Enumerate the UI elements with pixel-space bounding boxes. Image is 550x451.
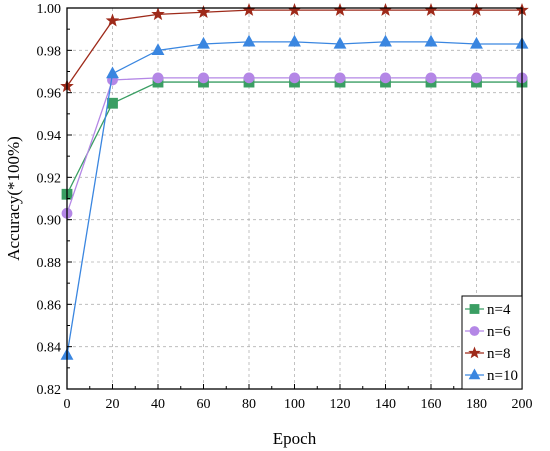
data-point xyxy=(334,72,346,84)
data-point xyxy=(289,72,300,84)
y-tick-label: 0.88 xyxy=(37,256,62,271)
series-layer xyxy=(60,2,529,360)
legend-marker xyxy=(468,368,481,380)
y-axis-label: Accuracy(*100%) xyxy=(4,136,23,261)
y-tick-label: 1.00 xyxy=(37,2,62,17)
data-point xyxy=(151,7,165,21)
data-point xyxy=(469,2,484,16)
data-point xyxy=(242,34,256,47)
y-tick-label: 0.86 xyxy=(37,298,62,313)
data-point xyxy=(152,72,164,84)
legend: n=4 n=6 n=8 n=10 xyxy=(461,295,523,390)
legend-label: n=6 xyxy=(487,324,511,340)
legend-marker xyxy=(469,326,480,336)
y-tick-label: 0.84 xyxy=(37,341,62,356)
data-point xyxy=(380,72,391,84)
data-point xyxy=(107,97,118,109)
x-tick-label: 60 xyxy=(197,397,211,412)
y-tick-label: 0.94 xyxy=(37,129,62,144)
x-axis-label: Epoch xyxy=(273,429,317,448)
y-tick-label: 0.82 xyxy=(37,383,62,398)
legend-marker xyxy=(469,304,480,314)
x-tick-label: 80 xyxy=(242,397,256,412)
data-point xyxy=(379,34,392,47)
grid-lines xyxy=(67,8,522,389)
data-point xyxy=(378,2,393,16)
x-tick-label: 20 xyxy=(106,397,120,412)
legend-item: n=6 xyxy=(465,324,511,340)
y-tick-label: 0.98 xyxy=(37,44,62,59)
x-tick-label: 200 xyxy=(512,397,533,412)
series-n=10 xyxy=(60,34,529,360)
data-point xyxy=(242,2,256,16)
x-tick-label: 0 xyxy=(64,397,71,412)
x-tick-label: 140 xyxy=(375,397,396,412)
data-point xyxy=(425,72,437,84)
x-tick-label: 160 xyxy=(421,397,442,412)
data-point xyxy=(470,36,483,49)
data-point xyxy=(196,5,211,19)
x-tick-label: 100 xyxy=(284,397,305,412)
axis-ticks: 0 20 40 60 80 100 120 140 160 180 200 0.82 0.84 0.86 0… xyxy=(37,2,533,412)
legend-item: n=10 xyxy=(465,368,518,384)
data-point xyxy=(287,2,302,16)
data-point xyxy=(424,2,438,16)
data-point xyxy=(333,36,347,49)
data-point xyxy=(105,13,120,27)
legend-item: n=4 xyxy=(465,302,511,318)
data-point xyxy=(198,72,209,84)
data-point xyxy=(197,36,210,49)
data-point xyxy=(151,43,165,55)
y-tick-label: 0.92 xyxy=(37,171,62,186)
data-point xyxy=(106,66,119,79)
legend-label: n=4 xyxy=(487,302,511,318)
y-tick-label: 0.90 xyxy=(37,214,62,229)
x-tick-label: 180 xyxy=(466,397,487,412)
data-point xyxy=(471,72,482,84)
x-tick-label: 40 xyxy=(151,397,165,412)
series-n=4 xyxy=(61,76,528,200)
y-tick-label: 0.96 xyxy=(37,87,62,102)
plot-frame xyxy=(66,7,523,390)
legend-item: n=8 xyxy=(465,346,510,362)
data-point xyxy=(333,2,347,16)
legend-marker xyxy=(468,346,481,359)
legend-label: n=10 xyxy=(487,368,518,384)
data-point xyxy=(424,34,438,47)
data-point xyxy=(288,34,301,47)
legend-label: n=8 xyxy=(487,346,510,362)
x-tick-label: 120 xyxy=(330,397,351,412)
series-n=6 xyxy=(61,72,528,219)
data-point xyxy=(243,72,255,84)
